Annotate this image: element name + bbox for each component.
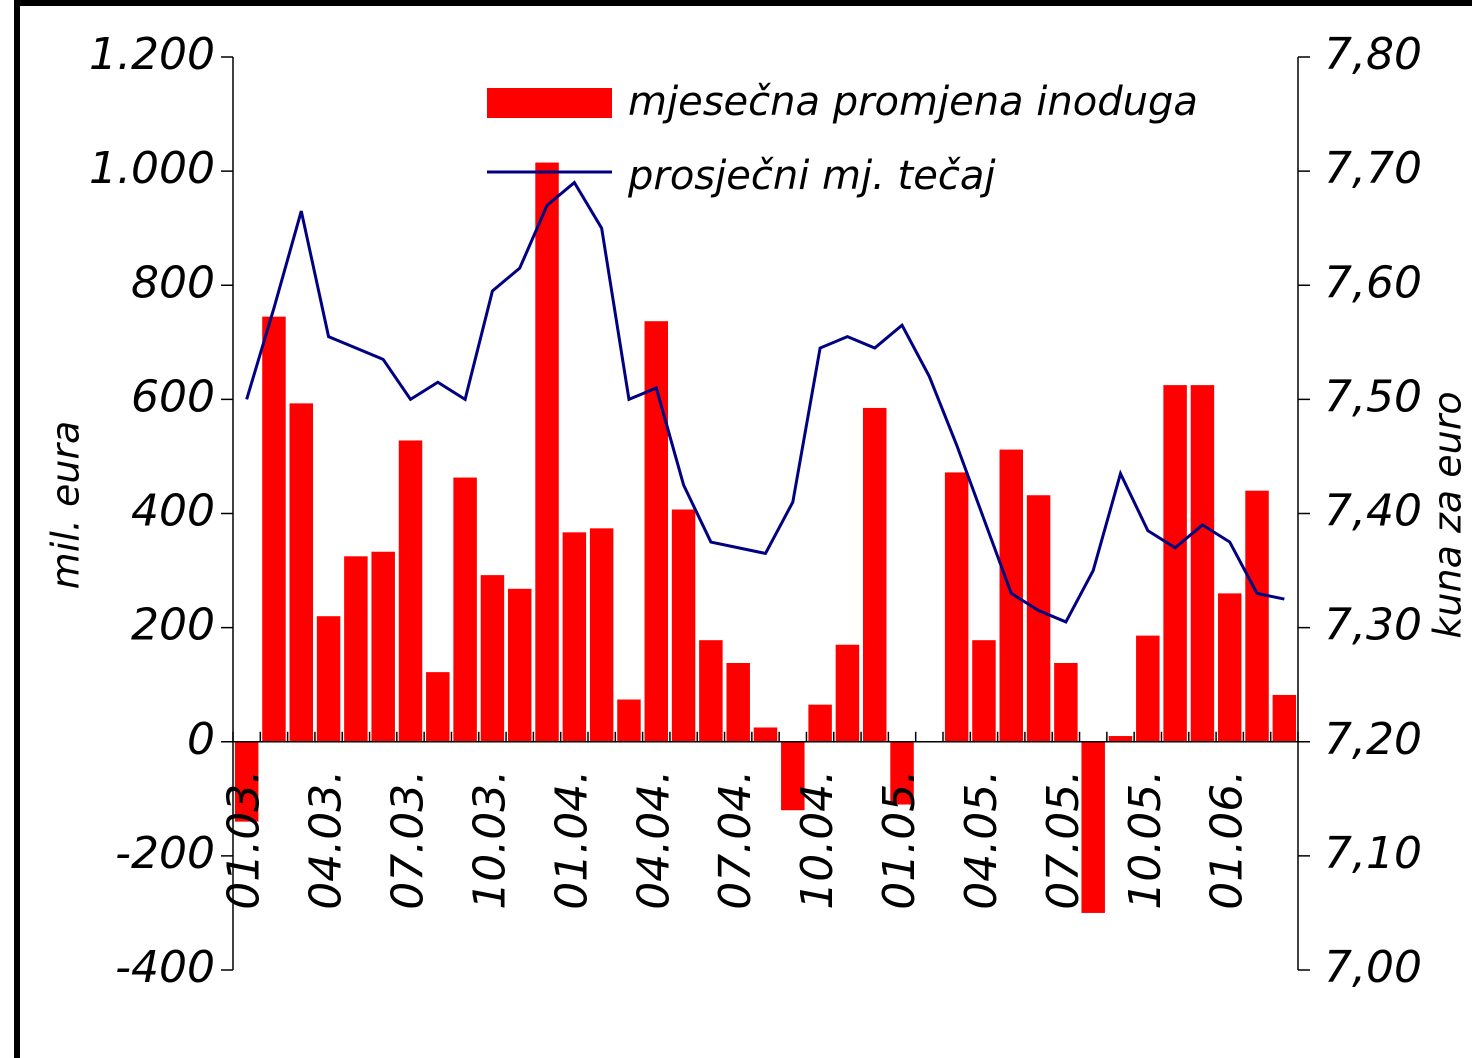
bar — [644, 321, 669, 742]
bar — [562, 532, 587, 742]
frame — [14, 0, 1472, 1058]
bar — [289, 403, 314, 742]
y2-tick-label: 7,20 — [1324, 714, 1422, 765]
y2-axis-label: kuna za euro — [1426, 391, 1470, 638]
y-tick-label: -200 — [115, 828, 215, 879]
bar — [316, 616, 341, 742]
bar — [262, 316, 286, 742]
bar — [753, 727, 778, 742]
y-axis-label: mil. eura — [44, 421, 88, 590]
y-tick-label: 800 — [131, 257, 215, 308]
bar — [426, 672, 450, 742]
line — [245, 180, 1285, 624]
y2-tick-label: 7,60 — [1324, 257, 1422, 308]
y-tick-label: 600 — [131, 371, 215, 422]
bar — [726, 663, 750, 742]
x-tick-label: 04.05. — [956, 770, 1007, 910]
x-tick-label: 07.03. — [383, 770, 434, 910]
y2-tick-label: 7,30 — [1324, 600, 1422, 651]
y-tick-label: 1.200 — [89, 29, 215, 80]
x-tick-label: 01.05. — [874, 770, 925, 910]
x-tick-label: 10.03. — [464, 770, 515, 910]
y2-tick-label: 7,10 — [1324, 828, 1422, 879]
bar — [808, 704, 832, 742]
bar — [1217, 593, 1242, 742]
bar — [617, 699, 641, 742]
x-tick-label: 07.05. — [1038, 770, 1089, 910]
bar — [999, 449, 1024, 742]
bar — [453, 477, 477, 742]
bar — [1245, 490, 1269, 742]
bar — [234, 741, 259, 822]
bar — [671, 509, 696, 742]
bar — [699, 640, 723, 742]
x-tick-label: 07.04. — [710, 770, 761, 910]
y-tick-label: -400 — [115, 942, 215, 993]
y2-tick-label: 7,50 — [1324, 371, 1422, 422]
bar — [944, 472, 969, 742]
y-tick-label: 0 — [187, 714, 215, 765]
x-tick-label: 01.03. — [219, 770, 270, 910]
y2-tick-label: 7,40 — [1324, 486, 1422, 537]
bar — [1081, 741, 1105, 913]
bar — [1026, 495, 1051, 742]
y2-tick-label: 7,70 — [1324, 143, 1422, 194]
legend-label: prosječni mj. tečaj — [627, 153, 996, 199]
bar — [371, 551, 395, 742]
x-tick-label: 01.06. — [1202, 770, 1253, 910]
x-tick-label: 10.05. — [1120, 770, 1171, 910]
legend-label: mjesečna promjena inoduga — [628, 79, 1198, 125]
bar — [589, 528, 614, 742]
bar — [862, 407, 887, 742]
bar — [344, 556, 368, 742]
bar — [781, 741, 805, 811]
y-tick-label: 400 — [131, 486, 215, 537]
legend-swatch-bar — [487, 88, 612, 118]
bar — [1136, 635, 1160, 742]
bar — [480, 575, 505, 742]
bar — [507, 588, 532, 742]
bar — [1190, 385, 1215, 742]
x-tick-label: 04.03. — [301, 770, 352, 910]
bar — [835, 644, 860, 742]
x-tick-label: 10.04. — [792, 770, 843, 910]
bar — [535, 162, 559, 742]
bar — [398, 440, 423, 742]
bar — [1272, 694, 1297, 742]
y-tick-label: 1.000 — [89, 143, 215, 194]
bar — [890, 741, 914, 805]
y2-tick-label: 7,00 — [1324, 942, 1422, 993]
bar — [1108, 736, 1133, 742]
bar — [1054, 663, 1078, 742]
bar — [1163, 385, 1187, 742]
y2-tick-label: 7,80 — [1324, 29, 1422, 80]
x-tick-label: 04.04. — [628, 770, 679, 910]
x-tick-label: 01.04. — [546, 770, 597, 910]
y-tick-label: 200 — [131, 600, 215, 651]
bar — [972, 640, 996, 742]
